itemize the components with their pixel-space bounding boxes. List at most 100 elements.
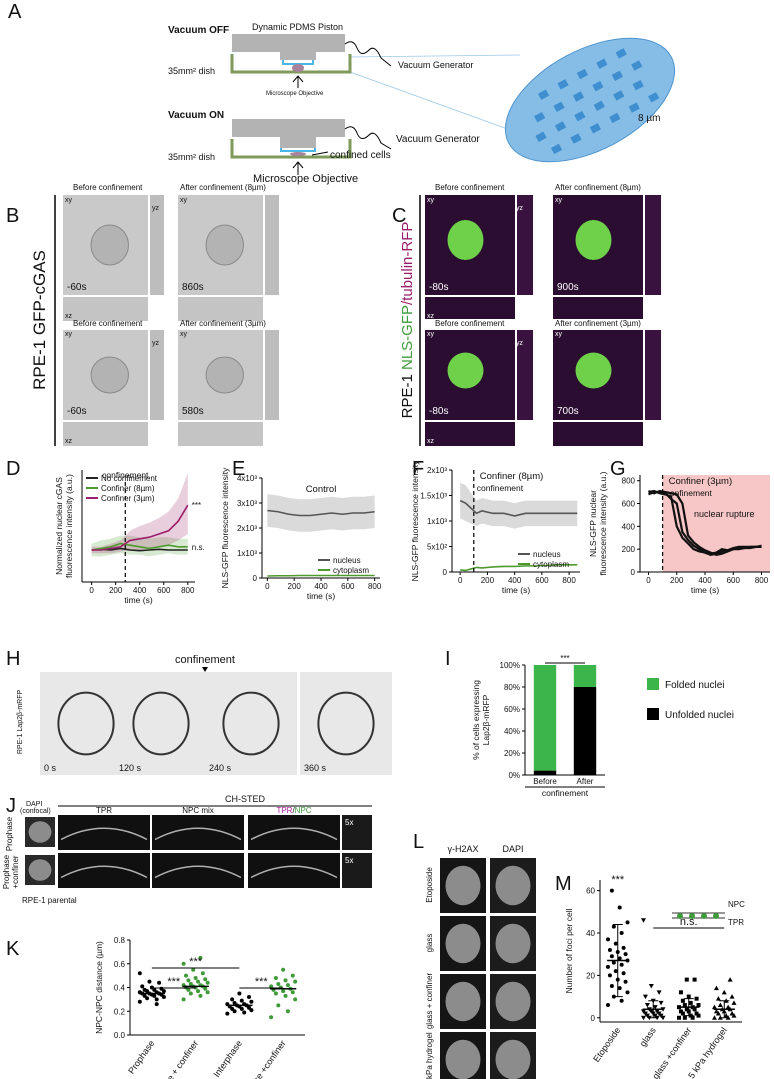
point <box>605 1003 610 1008</box>
point <box>621 945 626 950</box>
point <box>692 977 697 982</box>
pillar <box>572 91 585 102</box>
x-axis-label: time (s) <box>502 585 531 595</box>
schematic-setup <box>230 34 676 175</box>
vacuum-tube <box>344 126 392 150</box>
component-label: confined cells <box>330 150 391 161</box>
marker-label: confinement <box>666 488 713 498</box>
point <box>239 998 244 1003</box>
chart-title: Confiner (8µm) <box>480 471 544 482</box>
marker-label: confinement <box>477 483 524 493</box>
point <box>276 1003 281 1008</box>
point <box>642 994 648 1000</box>
chart-title: Control <box>306 484 337 495</box>
nucleus <box>28 821 52 843</box>
pillar <box>609 112 621 124</box>
point <box>142 987 147 992</box>
point <box>721 989 727 995</box>
point <box>625 920 630 925</box>
point <box>613 969 618 974</box>
confinement-arrow <box>202 667 208 672</box>
pillar <box>557 79 569 90</box>
micrograph <box>553 422 643 446</box>
dish <box>230 54 352 74</box>
pillar <box>593 100 605 112</box>
row-label: glass + confiner <box>425 973 434 1030</box>
significance: *** <box>560 654 569 663</box>
axis-tag: yz <box>516 340 524 347</box>
micrograph <box>517 195 533 295</box>
point <box>652 1013 658 1019</box>
micrograph <box>152 815 244 850</box>
y-tick-label: 3x10³ <box>237 499 257 508</box>
point <box>225 1011 230 1016</box>
row-label: Etoposide <box>425 867 434 903</box>
x-tick-label: 5 kPa hydrogel <box>686 1025 729 1079</box>
column-label: DAPI <box>26 801 42 808</box>
panel-label: L <box>413 831 424 853</box>
time-label: -80s <box>429 406 448 417</box>
y-tick-label: 20 <box>586 971 595 980</box>
series-line <box>91 504 189 551</box>
y-tick-label: 2x10³ <box>427 466 447 475</box>
component-label: Vacuum Generator <box>398 60 473 70</box>
pillar <box>596 58 608 69</box>
y-tick-label: 40 <box>586 929 595 938</box>
point <box>660 1015 666 1021</box>
point <box>727 977 733 982</box>
disk <box>504 37 676 163</box>
pillar <box>537 89 550 100</box>
x-tick-label: Before <box>533 777 557 786</box>
point <box>694 996 699 1001</box>
panel-label: K <box>6 938 20 960</box>
time-label: 900s <box>557 282 579 293</box>
component-label: Vacuum Generator <box>396 134 480 145</box>
point <box>611 960 616 965</box>
cell <box>290 152 306 156</box>
series-line <box>648 489 762 557</box>
point <box>157 980 162 985</box>
image-title: After confinement (3µm) <box>555 319 641 328</box>
point <box>293 997 298 1002</box>
legend-label: cytoplasm <box>333 566 369 575</box>
point <box>181 997 186 1002</box>
axis-tag: xz <box>65 313 73 320</box>
column-label: γ-H2AX <box>447 844 478 854</box>
point <box>205 990 210 995</box>
point <box>680 1011 685 1016</box>
time-label: -60s <box>67 406 86 417</box>
component-label: 35mm² dish <box>168 66 215 76</box>
x-tick-label: 800 <box>368 582 382 591</box>
cell-line-label: RPE-1 parental <box>22 896 77 905</box>
point <box>648 1009 654 1014</box>
x-tick-label: 800 <box>755 576 769 585</box>
row-label: 5 kPa hydrogel <box>425 1032 434 1079</box>
point <box>273 991 278 996</box>
axis-tag: yz <box>152 340 160 347</box>
point <box>729 1011 735 1016</box>
component-label: 35mm² dish <box>168 152 215 162</box>
x-tick-label: 0 <box>265 582 270 591</box>
nuclear-rim <box>154 827 242 841</box>
x-tick-label: 400 <box>508 576 522 585</box>
y-axis-label: NLS-GFP fluorescence intensity <box>220 467 230 589</box>
point <box>729 994 735 999</box>
point <box>154 1002 159 1007</box>
image-title: Before confinement <box>73 183 143 192</box>
legend-label: Unfolded nuclei <box>665 710 734 721</box>
point <box>656 1011 662 1017</box>
axis-tag: xy <box>427 197 435 204</box>
label-part: RPE-1 <box>399 370 416 418</box>
objective-arrow <box>292 161 304 175</box>
label-part: NLS-GFP <box>399 305 416 370</box>
micrograph <box>645 330 661 420</box>
x-tick-label: 600 <box>341 582 355 591</box>
time-label: 120 s <box>119 763 142 773</box>
y-tick-label: 2x10³ <box>237 524 257 533</box>
scale-label: 8 µm <box>638 113 660 124</box>
time-label: -80s <box>429 282 448 293</box>
schema-npc <box>689 913 695 919</box>
legend-label: Confiner (3µm) <box>101 494 155 503</box>
pillar <box>628 102 640 113</box>
point <box>186 978 191 983</box>
